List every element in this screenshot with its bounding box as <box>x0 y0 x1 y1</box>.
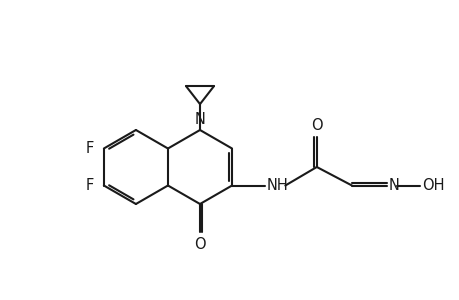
Text: NH: NH <box>266 178 287 193</box>
Text: O: O <box>194 237 205 252</box>
Text: OH: OH <box>421 178 444 193</box>
Text: N: N <box>388 178 399 193</box>
Text: O: O <box>310 118 322 134</box>
Text: F: F <box>85 141 94 156</box>
Text: F: F <box>85 178 94 193</box>
Text: N: N <box>194 112 205 127</box>
